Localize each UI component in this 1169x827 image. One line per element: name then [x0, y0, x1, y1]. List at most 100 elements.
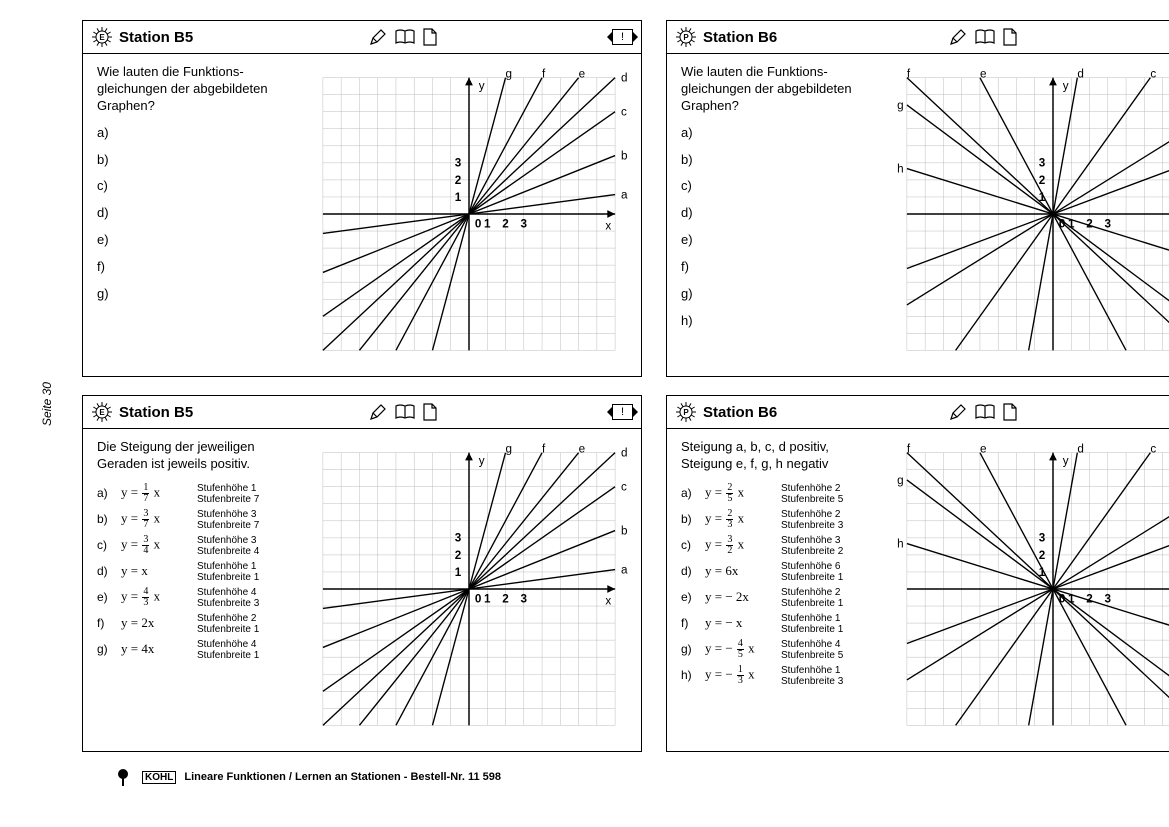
svg-text:1: 1 [484, 593, 491, 606]
page-icon [1003, 403, 1017, 421]
svg-text:c: c [621, 106, 627, 119]
svg-text:e: e [579, 443, 586, 456]
answer-item: a) y = 25 x Stufenhöhe 2Stufenbreite 5 [681, 483, 881, 505]
svg-text:1: 1 [455, 191, 462, 204]
question-item: d) [97, 205, 297, 222]
page-icon [1003, 28, 1017, 46]
svg-text:P: P [683, 33, 689, 42]
answer-item: g) y = − 45 x Stufenhöhe 4Stufenbreite 5 [681, 639, 881, 661]
question-item: d) [681, 205, 881, 222]
answer-item: b) y = 37 x Stufenhöhe 3Stufenbreite 7 [97, 509, 297, 531]
svg-text:3: 3 [521, 218, 528, 231]
sun-badge-icon: E [91, 401, 113, 423]
answer-item: h) y = − 13 x Stufenhöhe 1Stufenbreite 3 [681, 665, 881, 687]
question-item: a) [681, 125, 881, 142]
svg-text:0: 0 [475, 593, 482, 606]
pencil-icon [949, 28, 967, 46]
svg-text:y: y [479, 79, 485, 92]
book-icon [975, 404, 995, 420]
answer-item: c) y = 34 x Stufenhöhe 3Stufenbreite 4 [97, 535, 297, 557]
svg-text:b: b [621, 149, 628, 162]
panel-header: P Station B6 ★ [667, 21, 1169, 54]
svg-text:3: 3 [1105, 218, 1112, 231]
page-icon [423, 28, 437, 46]
svg-text:3: 3 [455, 157, 462, 170]
book-icon [395, 404, 415, 420]
svg-text:f: f [907, 443, 911, 456]
answer-item: a) y = 17 x Stufenhöhe 1Stufenbreite 7 [97, 483, 297, 505]
difficulty-ribbon: ! [612, 29, 633, 45]
question-item: g) [97, 286, 297, 303]
svg-text:1: 1 [484, 218, 491, 231]
svg-text:d: d [1077, 68, 1084, 81]
book-icon [975, 29, 995, 45]
svg-text:E: E [99, 408, 105, 417]
svg-text:y: y [479, 454, 485, 467]
svg-text:a: a [621, 188, 628, 201]
question-item: b) [681, 152, 881, 169]
panel-title: Station B5 [119, 404, 193, 421]
svg-text:c: c [1150, 443, 1156, 456]
question-item: h) [681, 313, 881, 330]
svg-text:h: h [897, 537, 904, 550]
question-intro: Wie lauten die Funktions­gleichungen der… [681, 64, 881, 115]
svg-text:3: 3 [1105, 593, 1112, 606]
svg-text:e: e [980, 68, 987, 81]
svg-text:3: 3 [1039, 157, 1046, 170]
page-icon [423, 403, 437, 421]
line-chart: 123123yx0abcdefgh [893, 439, 1169, 739]
question-item: g) [681, 286, 881, 303]
svg-text:2: 2 [455, 549, 462, 562]
svg-text:f: f [542, 443, 546, 456]
publisher-name: KOHL [142, 771, 176, 784]
question-item: f) [681, 259, 881, 276]
svg-text:3: 3 [521, 593, 528, 606]
svg-text:y: y [1063, 454, 1069, 467]
answer-item: c) y = 32 x Stufenhöhe 3Stufenbreite 2 [681, 535, 881, 557]
svg-text:3: 3 [455, 532, 462, 545]
svg-text:2: 2 [502, 593, 509, 606]
svg-text:x: x [605, 595, 611, 608]
svg-text:c: c [621, 481, 627, 494]
question-item: e) [681, 232, 881, 249]
sun-badge-icon: P [675, 401, 697, 423]
panel-title: Station B6 [703, 404, 777, 421]
worksheet-panel: E Station B5 ! Wie lauten die Funktions­… [82, 20, 642, 377]
pencil-icon [949, 403, 967, 421]
page-footer: KOHL Lineare Funktionen / Lernen an Stat… [82, 766, 1169, 788]
footer-text: Lineare Funktionen / Lernen an Stationen… [184, 771, 501, 783]
svg-text:g: g [506, 68, 513, 81]
svg-text:h: h [897, 162, 904, 175]
answer-item: b) y = 23 x Stufenhöhe 2Stufenbreite 3 [681, 509, 881, 531]
pencil-icon [369, 403, 387, 421]
svg-text:y: y [1063, 79, 1069, 92]
panel-title: Station B6 [703, 29, 777, 46]
svg-text:g: g [897, 474, 904, 487]
svg-text:e: e [980, 443, 987, 456]
answer-item: f) y = − x Stufenhöhe 1Stufenbreite 1 [681, 613, 881, 635]
svg-text:2: 2 [1039, 549, 1046, 562]
answer-intro: Die Steigung der jeweiligen Geraden ist … [97, 439, 297, 473]
sun-badge-icon: P [675, 26, 697, 48]
book-icon [395, 29, 415, 45]
svg-text:g: g [506, 443, 513, 456]
answer-item: d) y = 6x Stufenhöhe 6Stufenbreite 1 [681, 561, 881, 583]
svg-text:3: 3 [1039, 532, 1046, 545]
svg-text:1: 1 [455, 566, 462, 579]
svg-text:x: x [605, 220, 611, 233]
answer-intro: Steigung a, b, c, d positiv, Steigung e,… [681, 439, 881, 473]
line-chart: 123123yx0abcdefg [309, 64, 629, 364]
svg-text:e: e [579, 68, 586, 81]
svg-text:2: 2 [502, 218, 509, 231]
question-intro: Wie lauten die Funktions­gleichungen der… [97, 64, 297, 115]
question-item: a) [97, 125, 297, 142]
difficulty-ribbon: ! [612, 404, 633, 420]
question-item: c) [681, 178, 881, 195]
answer-item: f) y = 2x Stufenhöhe 2Stufenbreite 1 [97, 613, 297, 635]
question-item: b) [97, 152, 297, 169]
panel-header: E Station B5 ! [83, 21, 641, 54]
worksheet-panel: P Station B6 ★ Wie lauten die Funktions­… [666, 20, 1169, 377]
svg-text:c: c [1150, 68, 1156, 81]
svg-text:2: 2 [1039, 174, 1046, 187]
svg-text:d: d [1077, 443, 1084, 456]
